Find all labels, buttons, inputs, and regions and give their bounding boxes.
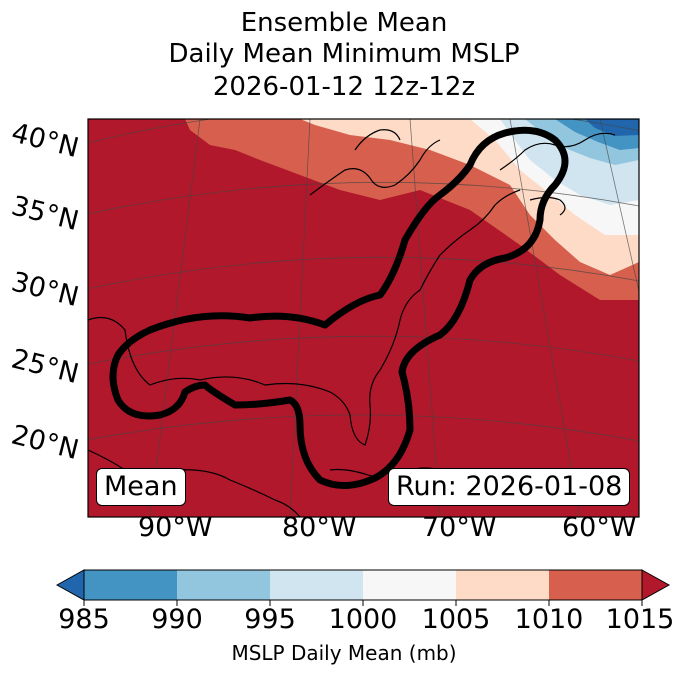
colorbar-seg-990-995 (177, 570, 270, 600)
colorbar-tick-1010: 1010 (514, 604, 584, 635)
title-line-1: Ensemble Mean (240, 8, 448, 38)
pressure-field (88, 119, 639, 517)
mslp-contour (109, 126, 569, 489)
lon-label-90w: 90°W (138, 512, 213, 543)
colorbar (55, 569, 671, 606)
colorbar-tick-990: 990 (151, 604, 203, 635)
colorbar-seg-1005-1010 (456, 570, 549, 600)
colorbar-seg-985-990 (84, 570, 177, 600)
colorbar-label: MSLP Daily Mean (mb) (231, 641, 457, 665)
title-line-3: 2026-01-12 12z-12z (212, 72, 476, 102)
lon-label-70w: 70°W (422, 512, 497, 543)
colorbar-tick-1000: 1000 (328, 604, 398, 635)
mean-badge: Mean (96, 468, 186, 506)
colorbar-tick-1005: 1005 (421, 604, 491, 635)
colorbar-extend-low (55, 569, 85, 601)
lon-label-60w: 60°W (562, 512, 637, 543)
colorbar-tick-1015: 1015 (605, 604, 675, 635)
colorbar-seg-1000-1005 (363, 570, 456, 600)
map-frame (87, 118, 640, 518)
lon-label-80w: 80°W (282, 512, 357, 543)
run-date-badge: Run: 2026-01-08 (388, 468, 631, 506)
colorbar-extend-high (641, 569, 671, 601)
colorbar-seg-1010-1015 (549, 570, 642, 600)
colorbar-tick-995: 995 (244, 604, 296, 635)
colorbar-seg-995-1000 (270, 570, 363, 600)
colorbar-tick-985: 985 (58, 604, 110, 635)
title-line-2: Daily Mean Minimum MSLP (168, 39, 520, 69)
